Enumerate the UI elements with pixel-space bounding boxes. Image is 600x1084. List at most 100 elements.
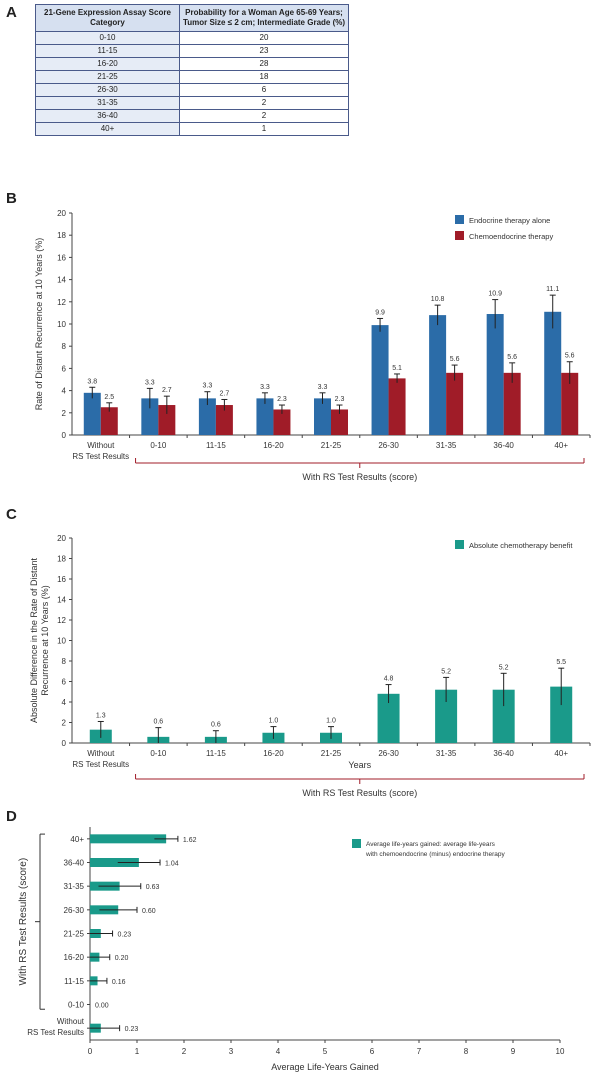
bar [550,686,573,743]
x-tick-label: 11-15 [206,441,226,450]
data-label: 3.3 [260,384,270,391]
legend-swatch [455,540,464,549]
bar [371,325,389,435]
panel-letter-a: A [6,4,17,21]
table-cell-category: 21-25 [35,70,180,84]
x-tick-label: 1 [135,1047,140,1056]
data-label: 11.1 [546,286,559,293]
data-label: 0.6 [211,722,221,729]
x-tick-label: 16-20 [263,441,284,450]
bar [90,858,139,867]
x-tick-label: 31-35 [436,441,457,450]
y-tick-label: 8 [62,657,67,666]
data-label: 0.60 [142,908,156,915]
table-cell-category: 11-15 [35,44,180,58]
table-cell-category: 40+ [35,122,180,136]
data-label: 0.16 [112,979,126,986]
x-tick-label: 31-35 [436,749,457,758]
table-cell-category: 36-40 [35,109,180,123]
y-tick-label: 2 [62,719,67,728]
y-axis-label: Absolute Difference in the Rate of Dista… [29,558,39,723]
y-tick-label: 8 [62,342,67,351]
y-tick-label: 0 [62,739,67,748]
chart-c-absolute-difference: 0 2 4 6 8 10 12 14 16 18 20 Absolute Difference in … [29,534,591,798]
y-tick-label: 6 [62,364,67,373]
y-tick-label: 31-35 [64,882,85,891]
table-cell-probability: 28 [178,57,350,71]
data-label: 0.23 [118,932,132,939]
y-tick-label: 18 [57,231,66,240]
data-label: 0.63 [146,884,160,891]
table-cell-probability: 23 [178,44,350,58]
x-tick-label: 3 [229,1047,234,1056]
panel-letter-b: B [6,190,17,207]
bar [429,315,447,435]
table-row: 36-40 2 [35,109,350,123]
table-cell-probability: 1 [178,122,350,136]
table-row: 0-10 20 [35,31,350,45]
x-tick-label: 0-10 [150,441,167,450]
x-tick-label: 7 [417,1047,422,1056]
x-tick-label: 21-25 [321,749,342,758]
bar [561,372,579,435]
bar [90,834,167,844]
table-cell-category: 0-10 [35,31,180,45]
table-row: 26-30 6 [35,83,350,97]
bar [446,372,464,435]
data-label: 4.8 [384,676,394,683]
bar [198,398,216,435]
bar [435,689,458,743]
data-label: 3.3 [318,384,328,391]
data-label: 10.9 [488,291,502,298]
table-cell-probability: 18 [178,70,350,84]
data-label: 1.0 [269,718,279,725]
x-tick-label: 21-25 [321,441,342,450]
x-tick-label: 6 [370,1047,375,1056]
data-label: 3.3 [203,383,213,390]
x-tick-label: Without [87,441,115,450]
panel-letter-c: C [6,506,17,523]
table-header-row: 21-Gene Expression Assay Score Category … [35,4,350,32]
table-cell-probability: 2 [178,96,350,110]
data-label: 3.3 [145,379,155,386]
data-label: 1.0 [326,718,336,725]
x-tick-label: 40+ [554,441,568,450]
x-tick-label: 0-10 [150,749,167,758]
x-tick-label: 8 [464,1047,469,1056]
data-label: 5.6 [507,354,517,361]
bar [141,398,159,435]
x-tick-label: RS Test Results [72,452,129,461]
data-label: 5.1 [392,365,402,372]
table-cell-category: 16-20 [35,57,180,71]
data-label: 2.7 [162,387,172,394]
data-label: 3.8 [87,378,97,385]
data-label: 5.5 [556,659,566,666]
table-row: 31-35 2 [35,96,350,110]
bar [503,372,521,435]
table-row: 16-20 28 [35,57,350,71]
x-tick-label: RS Test Results [72,760,129,769]
data-label: 10.8 [431,296,445,303]
bar [83,392,101,435]
legend-label: with chemoendocrine (minus) endocrine th… [365,851,505,858]
bar [544,311,562,435]
y-tick-label: 16 [57,575,66,584]
y-tick-label: 4 [62,698,67,707]
data-label: 5.6 [450,356,460,363]
x-tick-label: 2 [182,1047,187,1056]
bar [486,314,504,435]
chart-b-distant-recurrence: 0 2 4 6 8 10 12 14 16 18 20 Rate of Distant Recurre… [34,209,591,482]
y-tick-label: 36-40 [64,859,85,868]
table-row: 21-25 18 [35,70,350,84]
data-label: 1.62 [183,837,197,844]
data-label: 0.00 [95,1003,109,1010]
x-tick-label: 9 [511,1047,516,1056]
y-tick-label: 11-15 [64,977,84,986]
table-cell-probability: 6 [178,83,350,97]
bar [158,405,176,435]
x-tick-label: 36-40 [493,441,514,450]
data-label: 5.2 [441,668,451,675]
table-cell-probability: 20 [178,31,350,45]
x-axis-label: Years [348,760,371,770]
data-label: 1.3 [96,712,106,719]
